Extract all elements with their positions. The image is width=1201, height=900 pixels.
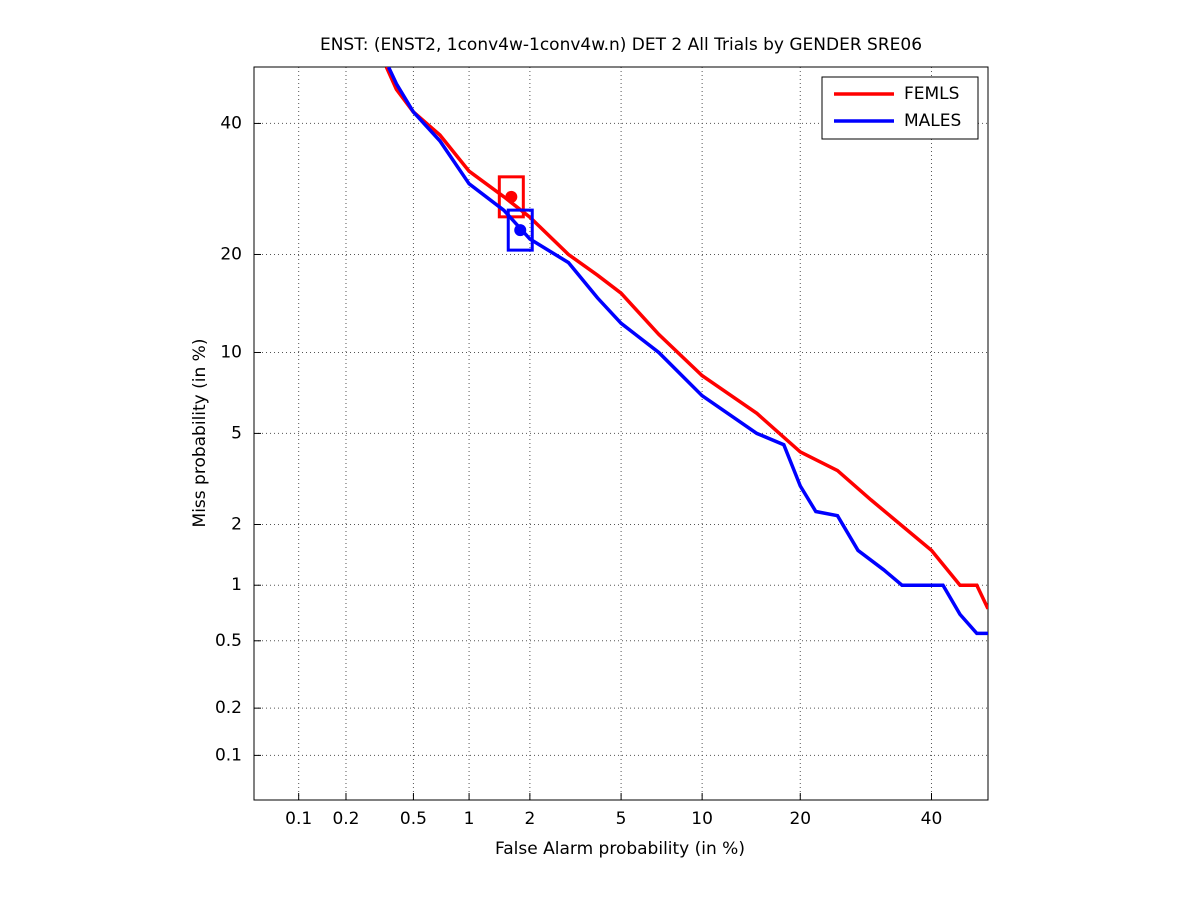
series-line	[386, 67, 988, 636]
x-tick-label: 0.5	[400, 809, 427, 829]
x-tick-label: 40	[921, 809, 943, 829]
y-tick-label: 0.5	[215, 631, 242, 651]
legend-box	[821, 76, 979, 140]
x-axis-label: False Alarm probability (in %)	[495, 839, 745, 859]
x-tick-label: 5	[616, 809, 627, 829]
y-tick-label: 40	[220, 113, 242, 133]
y-tick-label: 0.2	[215, 698, 242, 718]
series-line	[384, 67, 988, 610]
plot-frame	[253, 66, 989, 801]
y-axis-label: Miss probability (in %)	[190, 339, 210, 528]
x-tick-label: 20	[789, 809, 811, 829]
legend-label: MALES	[904, 111, 961, 131]
x-tick-label: 0.1	[285, 809, 312, 829]
x-tick-label: 0.2	[332, 809, 359, 829]
chart-title: ENST: (ENST2, 1conv4w-1conv4w.n) DET 2 A…	[320, 35, 922, 55]
y-tick-label: 2	[231, 514, 242, 534]
y-tick-label: 5	[231, 423, 242, 443]
x-tick-label: 2	[524, 809, 535, 829]
legend-label: FEMLS	[904, 84, 959, 104]
operating-point	[505, 190, 518, 203]
operating-point	[514, 224, 527, 237]
operating-box	[506, 208, 534, 252]
x-tick-label: 10	[691, 809, 713, 829]
y-tick-label: 10	[220, 342, 242, 362]
y-tick-label: 20	[220, 244, 242, 264]
y-tick-label: 0.1	[215, 745, 242, 765]
x-tick-label: 1	[464, 809, 475, 829]
y-tick-label: 1	[231, 575, 242, 595]
